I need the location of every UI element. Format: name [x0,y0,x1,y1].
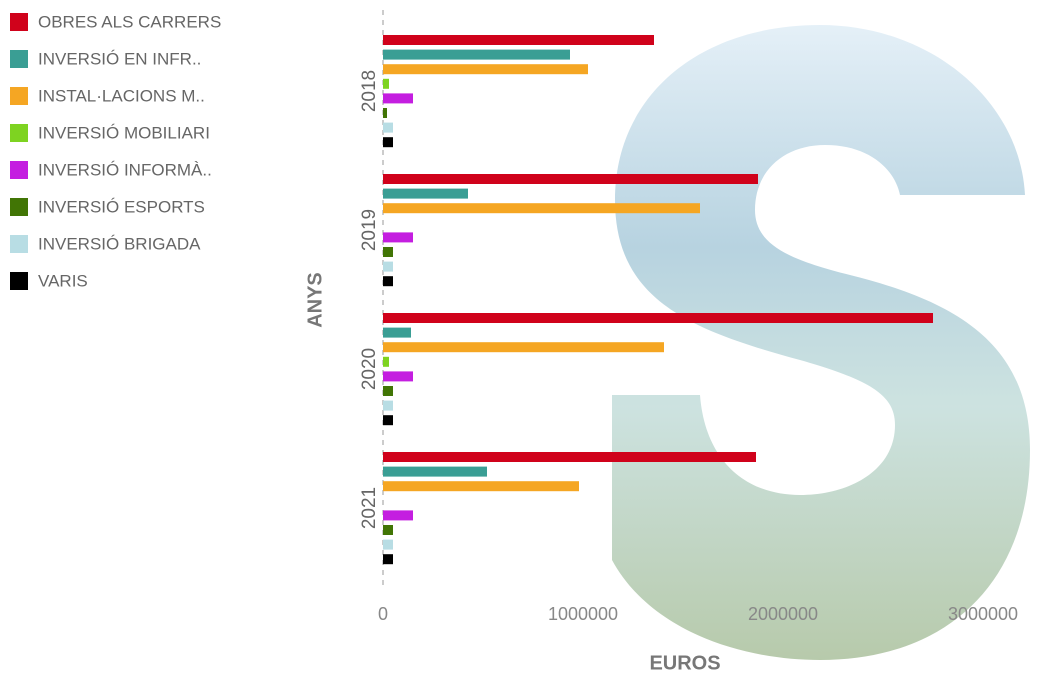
legend-swatch [10,124,28,142]
bar [383,327,411,338]
bar [383,64,588,75]
bar [383,261,393,272]
bar [383,247,393,257]
bar [383,415,393,426]
legend-label: INVERSIÓ MOBILIARI [38,123,210,142]
x-tick-label: 0 [378,604,388,624]
bar [383,452,756,462]
legend-swatch [10,198,28,216]
legend-swatch [10,87,28,105]
bar [383,539,393,550]
bar [383,342,664,353]
legend-swatch [10,13,28,31]
bar [383,371,413,382]
bar [383,276,393,287]
bar [383,93,413,104]
bar [383,232,413,243]
bar [383,554,393,565]
bar [383,400,393,411]
bar [383,78,389,89]
legend-label: INVERSIÓ ESPORTS [38,197,205,216]
legend-label: INVERSIÓ BRIGADA [38,234,201,253]
bar [383,525,393,535]
bar [383,481,579,492]
y-tick-label: 2020 [359,348,380,390]
legend-swatch [10,161,28,179]
bar [383,466,487,477]
bar [383,188,468,199]
bar [383,313,933,323]
y-tick-label: 2018 [359,70,380,112]
background-s-image [612,25,1030,660]
legend-label: INSTAL·LACIONS M.. [38,86,205,105]
bar [383,356,389,367]
bar [383,35,654,45]
bar [383,49,570,60]
legend-swatch [10,50,28,68]
legend-label: OBRES ALS CARRERS [38,12,221,31]
bar [383,510,413,521]
bar [383,122,393,133]
x-axis-label: EUROS [649,652,720,673]
x-tick-label: 3000000 [948,604,1018,624]
bar [383,108,387,118]
y-tick-label: 2019 [359,209,380,251]
bar [383,386,393,396]
x-tick-label: 2000000 [748,604,818,624]
legend-label: INVERSIÓ EN INFR.. [38,49,201,68]
legend-swatch [10,272,28,290]
bar [383,174,758,184]
x-tick-label: 1000000 [548,604,618,624]
legend-swatch [10,235,28,253]
legend-label: VARIS [38,271,88,290]
y-axis-label: ANYS [304,272,326,328]
bar [383,137,393,148]
y-tick-label: 2021 [359,487,380,529]
bar [383,203,700,214]
legend-label: INVERSIÓ INFORMÀ.. [38,160,212,179]
